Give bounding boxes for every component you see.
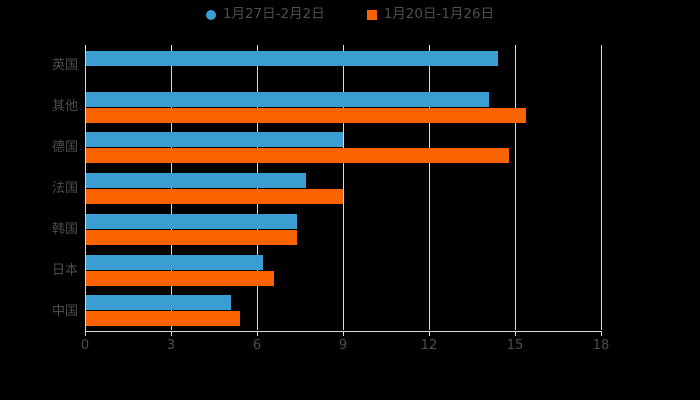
- x-tick-mark-1: [171, 331, 172, 336]
- x-tick-mark-6: [601, 331, 602, 336]
- x-tick-label-2: 6: [252, 338, 262, 353]
- bar-4-series-0[interactable]: [85, 213, 298, 229]
- bar-5-series-0[interactable]: [85, 254, 263, 270]
- x-tick-mark-5: [515, 331, 516, 336]
- y-tick-label-3: 法国: [51, 181, 78, 196]
- bar-6-series-0[interactable]: [85, 295, 232, 311]
- y-axis-line: [85, 45, 86, 331]
- x-tick-mark-4: [429, 331, 430, 336]
- y-tick-label-4: 韩国: [51, 222, 78, 237]
- legend-item-series-2[interactable]: 1月20日-1月26日: [366, 6, 495, 22]
- bar-6-series-1[interactable]: [85, 311, 240, 327]
- bar-group-1: [85, 86, 601, 127]
- legend-item-series-1[interactable]: 1月27日-2月2日: [205, 6, 325, 22]
- y-axis-labels: 英国 其他 德国 法国 韩国 日本 中国: [0, 45, 78, 330]
- y-tick-label-0: 英国: [51, 58, 78, 73]
- bar-2-series-0[interactable]: [85, 132, 343, 148]
- bar-group-5: [85, 249, 601, 290]
- legend-label-series-2: 1月20日-1月26日: [383, 6, 495, 22]
- x-tick-mark-2: [257, 331, 258, 336]
- legend-circle-icon: [205, 9, 216, 20]
- bar-group-0: [85, 45, 601, 86]
- legend-label-series-1: 1月27日-2月2日: [222, 6, 325, 22]
- legend-square-icon: [366, 9, 377, 20]
- chart-legend: 1月27日-2月2日 1月20日-1月26日: [0, 6, 700, 22]
- bar-3-series-0[interactable]: [85, 173, 306, 189]
- x-tick-mark-0: [85, 331, 86, 336]
- bar-group-3: [85, 167, 601, 208]
- y-tick-label-5: 日本: [51, 263, 78, 278]
- y-tick-label-1: 其他: [51, 99, 78, 114]
- bar-5-series-1[interactable]: [85, 270, 275, 286]
- bar-1-series-0[interactable]: [85, 91, 490, 107]
- x-tick-label-1: 3: [166, 338, 176, 353]
- plot-area: [85, 45, 602, 330]
- bar-4-series-1[interactable]: [85, 229, 298, 245]
- x-tick-label-6: 18: [592, 338, 610, 353]
- bar-group-2: [85, 126, 601, 167]
- gridline-6: [601, 45, 602, 330]
- bar-3-series-1[interactable]: [85, 189, 343, 205]
- x-tick-label-5: 15: [506, 338, 524, 353]
- bar-2-series-1[interactable]: [85, 148, 510, 164]
- x-tick-mark-3: [343, 331, 344, 336]
- bar-0-series-0[interactable]: [85, 51, 498, 66]
- bar-group-6: [85, 289, 601, 330]
- x-tick-label-4: 12: [420, 338, 438, 353]
- bar-1-series-1[interactable]: [85, 107, 527, 123]
- bar-group-4: [85, 208, 601, 249]
- x-tick-label-3: 9: [338, 338, 348, 353]
- x-tick-label-0: 0: [80, 338, 90, 353]
- y-tick-label-6: 中国: [51, 304, 78, 319]
- x-axis-ticks: 0 3 6 9 12 15 18: [0, 331, 700, 359]
- y-tick-label-2: 德国: [51, 140, 78, 155]
- bars-layer: [85, 45, 601, 330]
